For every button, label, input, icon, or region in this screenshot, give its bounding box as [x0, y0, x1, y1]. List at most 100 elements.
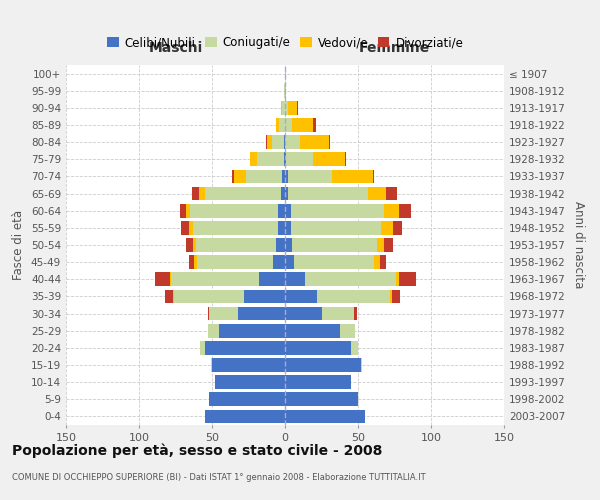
- Bar: [276, 238, 285, 252]
- Bar: [305, 272, 396, 286]
- Bar: [211, 358, 212, 372]
- Bar: [292, 118, 313, 132]
- Bar: [200, 341, 205, 354]
- Bar: [250, 152, 257, 166]
- Bar: [285, 66, 286, 80]
- Bar: [361, 358, 362, 372]
- Bar: [276, 118, 279, 132]
- Bar: [285, 290, 317, 304]
- Text: COMUNE DI OCCHIEPPO SUPERIORE (BI) - Dati ISTAT 1° gennaio 2008 - Elaborazione T: COMUNE DI OCCHIEPPO SUPERIORE (BI) - Dat…: [12, 473, 425, 482]
- Text: Maschi: Maschi: [148, 40, 203, 54]
- Bar: [285, 392, 358, 406]
- Bar: [288, 101, 296, 114]
- Bar: [197, 256, 274, 269]
- Bar: [288, 186, 368, 200]
- Bar: [340, 324, 355, 338]
- Bar: [234, 170, 245, 183]
- Bar: [238, 306, 285, 320]
- Bar: [353, 306, 356, 320]
- Bar: [281, 101, 282, 114]
- Bar: [377, 238, 384, 252]
- Bar: [245, 170, 282, 183]
- Bar: [284, 84, 285, 98]
- Bar: [165, 290, 173, 304]
- Bar: [170, 272, 171, 286]
- Bar: [284, 136, 285, 149]
- Text: Popolazione per età, sesso e stato civile - 2008: Popolazione per età, sesso e stato civil…: [12, 444, 382, 458]
- Bar: [285, 101, 288, 114]
- Bar: [155, 272, 170, 286]
- Bar: [199, 186, 205, 200]
- Bar: [399, 204, 410, 218]
- Bar: [284, 152, 285, 166]
- Bar: [288, 170, 332, 183]
- Bar: [384, 238, 393, 252]
- Bar: [384, 204, 399, 218]
- Bar: [259, 272, 285, 286]
- Bar: [174, 290, 244, 304]
- Bar: [345, 152, 346, 166]
- Text: Femmine: Femmine: [359, 40, 430, 54]
- Bar: [272, 136, 284, 149]
- Bar: [208, 306, 209, 320]
- Bar: [285, 136, 299, 149]
- Bar: [285, 186, 288, 200]
- Bar: [285, 410, 365, 424]
- Bar: [332, 170, 373, 183]
- Bar: [173, 290, 174, 304]
- Bar: [399, 272, 416, 286]
- Bar: [285, 84, 286, 98]
- Bar: [191, 186, 199, 200]
- Bar: [278, 204, 285, 218]
- Bar: [220, 324, 285, 338]
- Bar: [279, 118, 285, 132]
- Bar: [244, 290, 285, 304]
- Bar: [291, 221, 382, 234]
- Bar: [285, 376, 350, 389]
- Bar: [193, 238, 196, 252]
- Bar: [294, 256, 374, 269]
- Bar: [285, 204, 291, 218]
- Legend: Celibi/Nubili, Coniugati/e, Vedovi/e, Divorziati/e: Celibi/Nubili, Coniugati/e, Vedovi/e, Di…: [102, 32, 468, 54]
- Bar: [374, 256, 380, 269]
- Bar: [196, 238, 276, 252]
- Bar: [285, 306, 322, 320]
- Bar: [285, 238, 292, 252]
- Bar: [188, 221, 193, 234]
- Bar: [350, 341, 358, 354]
- Bar: [268, 136, 272, 149]
- Bar: [194, 256, 197, 269]
- Bar: [278, 221, 285, 234]
- Bar: [285, 118, 292, 132]
- Bar: [285, 324, 340, 338]
- Bar: [257, 152, 284, 166]
- Bar: [274, 256, 285, 269]
- Bar: [266, 136, 268, 149]
- Bar: [188, 256, 194, 269]
- Bar: [292, 238, 377, 252]
- Bar: [282, 101, 285, 114]
- Bar: [390, 290, 392, 304]
- Bar: [291, 204, 384, 218]
- Bar: [285, 256, 294, 269]
- Bar: [380, 256, 386, 269]
- Bar: [205, 341, 285, 354]
- Bar: [296, 101, 298, 114]
- Bar: [209, 306, 238, 320]
- Bar: [393, 221, 402, 234]
- Bar: [368, 186, 386, 200]
- Bar: [386, 186, 397, 200]
- Bar: [281, 186, 285, 200]
- Bar: [313, 118, 316, 132]
- Bar: [180, 204, 186, 218]
- Bar: [285, 221, 291, 234]
- Bar: [373, 170, 374, 183]
- Bar: [285, 152, 286, 166]
- Bar: [285, 358, 361, 372]
- Bar: [215, 376, 285, 389]
- Bar: [396, 272, 399, 286]
- Bar: [317, 290, 390, 304]
- Bar: [186, 238, 193, 252]
- Bar: [285, 170, 288, 183]
- Bar: [392, 290, 400, 304]
